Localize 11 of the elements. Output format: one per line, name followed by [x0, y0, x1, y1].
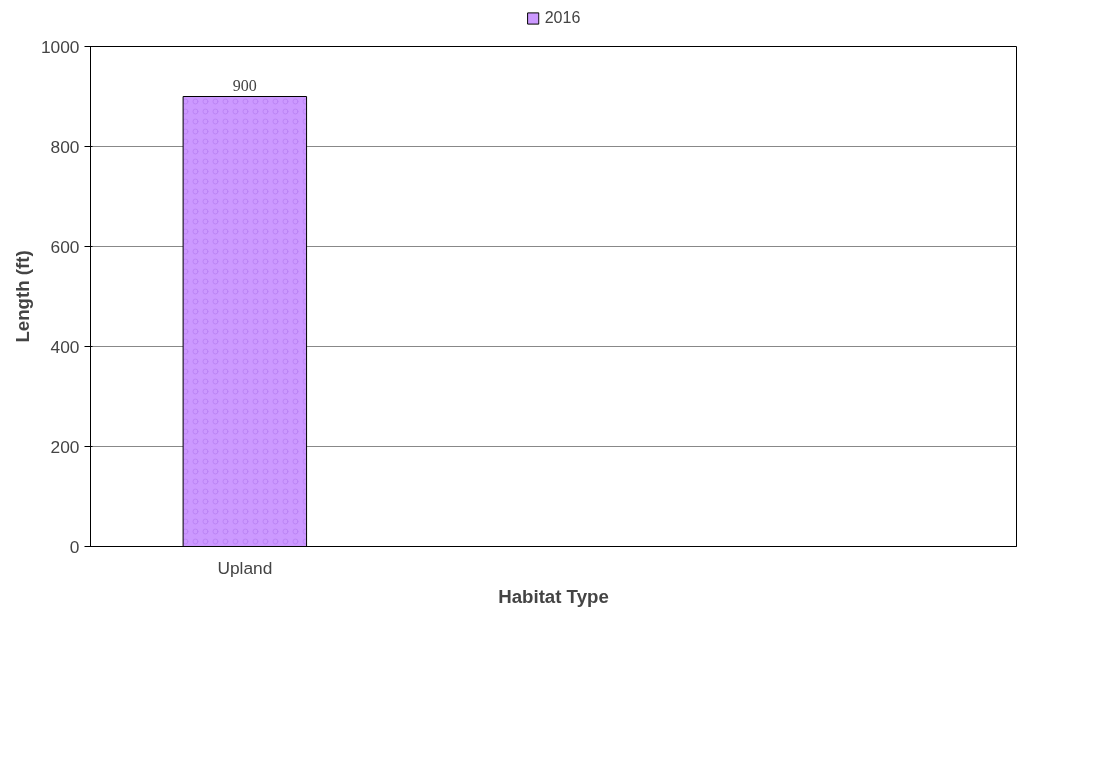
legend-label: 2016: [544, 9, 581, 27]
y-tick-label: 400: [50, 336, 80, 357]
data-label: 900: [232, 76, 257, 94]
x-tick-label: Upland: [217, 557, 273, 578]
x-axis-title: Habitat Type: [498, 585, 609, 607]
y-tick-label: 200: [50, 436, 80, 457]
y-tick-label: 1000: [40, 36, 80, 57]
y-tick-label: 800: [50, 136, 80, 157]
y-tick-label: 0: [69, 536, 80, 557]
y-tick-label: 600: [50, 236, 80, 257]
y-axis-title: Length (ft): [11, 250, 33, 343]
